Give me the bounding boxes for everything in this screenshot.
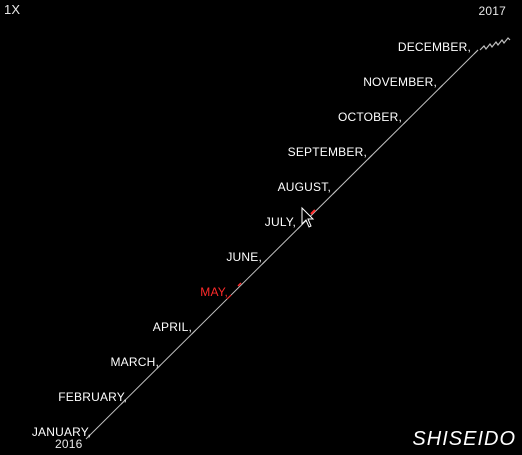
start-year-label: 2016 bbox=[55, 437, 83, 451]
zoom-level-label[interactable]: 1X bbox=[4, 2, 21, 17]
tick-may bbox=[226, 294, 232, 300]
tick-june bbox=[262, 259, 267, 265]
month-label-february[interactable]: FEBRUARY, bbox=[58, 390, 127, 404]
month-label-september[interactable]: SEPTEMBER, bbox=[287, 145, 367, 159]
month-label-april[interactable]: APRIL, bbox=[152, 320, 192, 334]
month-label-october[interactable]: OCTOBER, bbox=[337, 110, 402, 124]
tick-april bbox=[191, 329, 197, 335]
tick-february bbox=[120, 399, 126, 405]
brand-logo: SHISEIDO bbox=[412, 428, 516, 450]
tick-september bbox=[367, 154, 373, 160]
end-year-label: 2017 bbox=[478, 4, 506, 18]
highlight-marker bbox=[237, 282, 242, 287]
playhead-marker bbox=[310, 209, 316, 215]
tick-july bbox=[297, 224, 302, 230]
timeline-line bbox=[87, 49, 479, 438]
tick-august bbox=[332, 189, 338, 195]
month-label-may[interactable]: MAY, bbox=[200, 285, 228, 299]
month-label-december[interactable]: DECEMBER, bbox=[397, 40, 471, 54]
tick-october bbox=[403, 119, 408, 125]
month-label-january[interactable]: JANUARY, bbox=[31, 425, 91, 439]
month-label-july[interactable]: JULY, bbox=[264, 215, 296, 229]
month-ticks bbox=[85, 49, 479, 440]
tick-march bbox=[156, 364, 161, 370]
month-label-november[interactable]: NOVEMBER, bbox=[363, 75, 437, 89]
tick-december bbox=[473, 49, 479, 55]
arrow-cursor-icon bbox=[301, 206, 315, 228]
month-label-march[interactable]: MARCH, bbox=[110, 355, 159, 369]
month-label-june[interactable]: JUNE, bbox=[226, 250, 262, 264]
scribble-icon bbox=[479, 37, 511, 51]
tick-january bbox=[85, 434, 91, 440]
month-label-august[interactable]: AUGUST, bbox=[277, 180, 331, 194]
tick-november bbox=[438, 84, 444, 90]
